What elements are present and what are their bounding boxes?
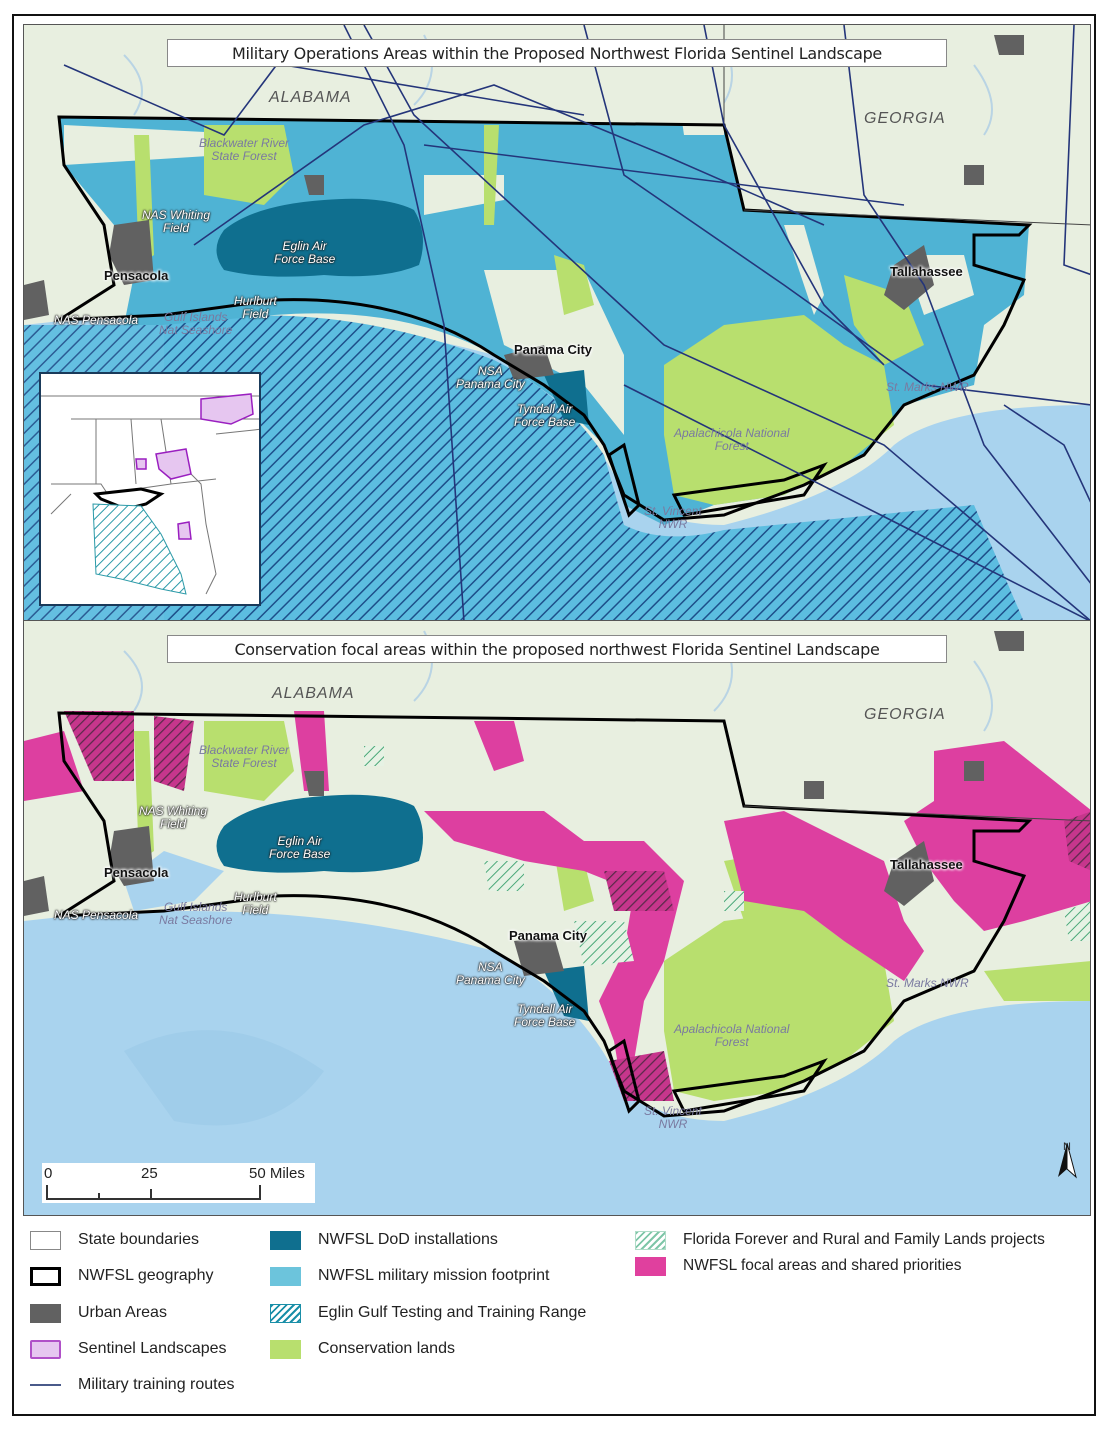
label-eglin-afb: Eglin Air Force Base xyxy=(269,834,331,861)
swatch-florida-forever xyxy=(635,1230,666,1250)
label-nsa-panama-city: NSA Panama City xyxy=(456,364,525,391)
city-label-tallahassee: Tallahassee xyxy=(890,264,963,279)
scale-bar: 0 25 50 Miles xyxy=(42,1163,315,1203)
scale-tick-50: 50 Miles xyxy=(249,1165,305,1182)
legend-label: NWFSL military mission footprint xyxy=(318,1267,550,1284)
state-label-georgia: GEORGIA xyxy=(864,110,946,127)
label-nas-pensacola: NAS Pensacola xyxy=(54,313,139,327)
label-st-marks-nwr: St. Marks NWR xyxy=(886,380,969,394)
swatch-mission-footprint xyxy=(270,1266,301,1286)
scale-tick-25: 25 xyxy=(141,1165,158,1182)
swatch-focal-areas xyxy=(635,1256,666,1276)
state-label-alabama: ALABAMA xyxy=(272,685,355,702)
swatch-urban-areas xyxy=(30,1303,61,1323)
map-title-military: Military Operations Areas within the Pro… xyxy=(167,39,947,67)
conservation-map-canvas xyxy=(24,621,1090,1215)
legend-label: NWFSL DoD installations xyxy=(318,1231,498,1248)
legend-item-dod-installations: NWFSL DoD installations xyxy=(270,1229,498,1251)
legend-label: NWFSL geography xyxy=(78,1267,214,1284)
city-label-pensacola: Pensacola xyxy=(104,865,169,880)
label-hurlburt-field: Hurlburt Field xyxy=(234,294,277,321)
scale-tick-0: 0 xyxy=(44,1165,53,1182)
legend-label: Urban Areas xyxy=(78,1304,167,1321)
swatch-eglin-gulf-range xyxy=(270,1303,301,1323)
legend-label: NWFSL focal areas and shared priorities xyxy=(683,1257,962,1274)
label-blackwater-river-state-forest: Blackwater River State Forest xyxy=(199,136,290,163)
legend-label: State boundaries xyxy=(78,1231,199,1248)
north-arrow-icon xyxy=(1058,1142,1077,1179)
city-label-panama-city: Panama City xyxy=(509,928,588,943)
map-title-conservation: Conservation focal areas within the prop… xyxy=(167,635,947,663)
legend-item-florida-forever: Florida Forever and Rural and Family Lan… xyxy=(635,1229,1045,1251)
label-nsa-panama-city: NSA Panama City xyxy=(456,960,525,987)
conservation-focal-areas-map: Conservation focal areas within the prop… xyxy=(23,620,1091,1216)
legend-item-state-boundaries: State boundaries xyxy=(30,1229,199,1251)
inset-locator-map xyxy=(39,372,261,606)
legend-item-urban-areas: Urban Areas xyxy=(30,1302,167,1324)
label-tyndall-afb: Tyndall Air Force Base xyxy=(514,402,576,429)
label-nas-pensacola: NAS Pensacola xyxy=(54,908,139,922)
label-nas-whiting-field: NAS Whiting Field xyxy=(142,208,211,235)
legend-item-conservation-lands: Conservation lands xyxy=(270,1338,455,1360)
city-label-panama-city: Panama City xyxy=(514,342,593,357)
label-gulf-islands-nat-seashore: Gulf Islands Nat Seashore xyxy=(159,310,233,337)
label-st-marks-nwr: St. Marks NWR xyxy=(886,976,969,990)
label-tyndall-afb: Tyndall Air Force Base xyxy=(514,1002,576,1029)
swatch-state-boundaries xyxy=(30,1230,61,1250)
label-blackwater-river-state-forest: Blackwater River State Forest xyxy=(199,743,290,770)
state-label-alabama: ALABAMA xyxy=(269,89,352,106)
swatch-conservation-lands xyxy=(270,1339,301,1359)
label-eglin-afb: Eglin Air Force Base xyxy=(274,239,336,266)
label-st-vincent-nwr: St. Vincent NWR xyxy=(644,1104,702,1131)
map-legend: State boundaries NWFSL geography Urban A… xyxy=(23,1222,1091,1412)
swatch-nwfsl-geography xyxy=(30,1266,61,1286)
state-label-georgia: GEORGIA xyxy=(864,706,946,723)
legend-label: Sentinel Landscapes xyxy=(78,1340,227,1357)
legend-label: Florida Forever and Rural and Family Lan… xyxy=(683,1231,1045,1248)
swatch-dod-installations xyxy=(270,1230,301,1250)
legend-label: Military training routes xyxy=(78,1376,235,1393)
military-operations-map: Military Operations Areas within the Pro… xyxy=(23,24,1091,621)
swatch-military-training-routes xyxy=(30,1384,61,1386)
legend-item-eglin-gulf-range: Eglin Gulf Testing and Training Range xyxy=(270,1302,586,1324)
city-label-pensacola: Pensacola xyxy=(104,268,169,283)
swatch-sentinel-landscapes xyxy=(30,1339,61,1359)
scale-bar-ticks xyxy=(46,1185,261,1200)
label-apalachicola-national-forest: Apalachicola National Forest xyxy=(674,426,790,453)
city-label-tallahassee: Tallahassee xyxy=(890,857,963,872)
legend-label: Conservation lands xyxy=(318,1340,455,1357)
inset-map-canvas xyxy=(41,393,259,595)
legend-item-sentinel-landscapes: Sentinel Landscapes xyxy=(30,1338,227,1360)
legend-label: Eglin Gulf Testing and Training Range xyxy=(318,1304,587,1321)
label-apalachicola-national-forest: Apalachicola National Forest xyxy=(674,1022,790,1049)
label-nas-whiting-field: NAS Whiting Field xyxy=(139,804,208,831)
legend-item-mission-footprint: NWFSL military mission footprint xyxy=(270,1265,549,1287)
legend-item-nwfsl-geography: NWFSL geography xyxy=(30,1265,213,1287)
north-arrow: N xyxy=(1054,1141,1080,1201)
legend-item-military-training-routes: Military training routes xyxy=(30,1374,235,1396)
label-gulf-islands-nat-seashore: Gulf Islands Nat Seashore xyxy=(159,900,233,927)
label-st-vincent-nwr: St. Vincent NWR xyxy=(644,504,702,531)
label-hurlburt-field: Hurlburt Field xyxy=(234,890,277,917)
legend-item-focal-areas: NWFSL focal areas and shared priorities xyxy=(635,1255,962,1277)
